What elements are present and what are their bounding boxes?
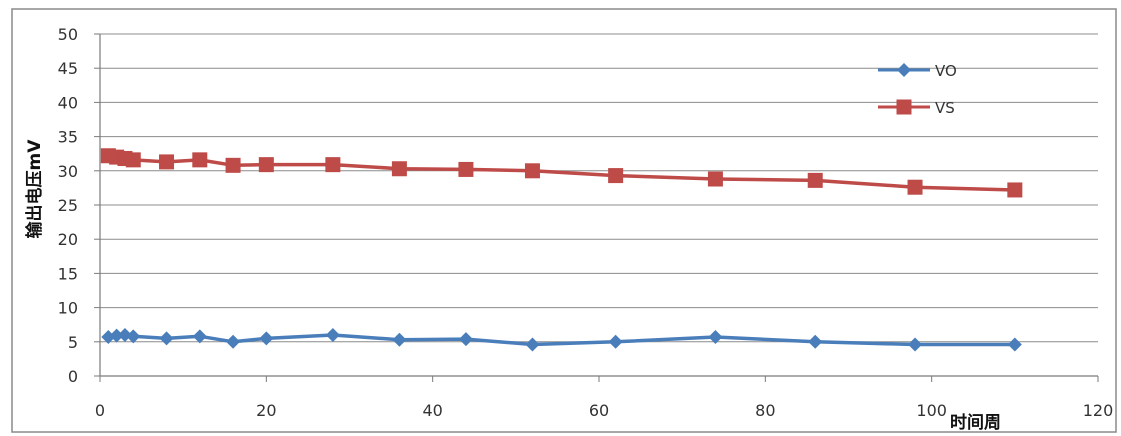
legend-item-vs: VS [878,99,955,117]
x-tick-label: 100 [916,401,947,420]
series-vs [100,148,1023,198]
y-tick-label: 10 [58,299,78,318]
legend-label-vs: VS [935,99,955,117]
y-tick-label: 35 [58,128,78,147]
data-point-vo [159,331,174,346]
y-tick-label: 25 [58,196,78,215]
series-group [100,148,1023,352]
y-tick-label: 5 [68,333,78,352]
data-point-vo [908,337,923,352]
x-tick-label: 20 [256,401,276,420]
data-point-vo [708,330,723,345]
data-point-vo [325,327,340,342]
data-point-vo [458,332,473,347]
data-point-vs [458,161,474,177]
data-point-vo [392,332,407,347]
y-tick-label: 0 [68,367,78,386]
data-point-vs [608,168,624,184]
series-vo [101,327,1022,352]
x-tick-label: 80 [755,401,775,420]
x-tick-label: 60 [589,401,609,420]
y-axis-title: 输出电压mV [24,139,45,239]
series-line-vs [108,154,1015,192]
data-point-vo [259,331,274,346]
data-point-vo [525,337,540,352]
y-tick-label: 40 [58,93,78,112]
axes [94,33,1099,382]
data-point-vs [125,152,141,168]
data-point-vs [524,163,540,179]
y-tick-label: 15 [58,264,78,283]
legend-marker-vo [897,63,911,77]
chart-frame [11,8,1117,433]
x-tick-label: 120 [1083,401,1114,420]
data-point-vo [226,334,241,349]
x-tick-label: 0 [95,401,105,420]
data-point-vo [608,334,623,349]
data-point-vo [109,328,124,343]
data-point-vs [258,157,274,173]
grid-lines [100,33,1098,343]
y-tick-label: 45 [58,59,78,78]
data-point-vs [159,154,175,170]
data-point-vo [1007,337,1022,352]
x-axis-title: 时间周 [950,412,1001,433]
data-point-vs [225,157,241,173]
data-point-vs [325,157,341,173]
legend: VO VS [878,62,957,117]
legend-marker-vs [896,99,912,115]
y-tick-label: 20 [58,230,78,249]
y-tick-label: 30 [58,162,78,181]
data-point-vs [391,161,407,177]
data-point-vo [126,329,141,344]
data-point-vo [808,334,823,349]
x-tick-label: 40 [422,401,442,420]
legend-item-vo: VO [878,62,957,80]
tick-labels: 0 5 10 15 20 25 30 35 40 45 50 0 20 40 60 80 100 120 [58,25,1114,420]
data-point-vs [807,172,823,188]
series-line-vo [108,333,1015,347]
y-tick-label: 50 [58,25,78,44]
data-point-vs [707,171,723,187]
data-point-vs [1007,182,1023,198]
data-point-vs [907,179,923,195]
data-point-vo [192,329,207,344]
legend-label-vo: VO [935,62,957,80]
data-point-vs [192,152,208,168]
